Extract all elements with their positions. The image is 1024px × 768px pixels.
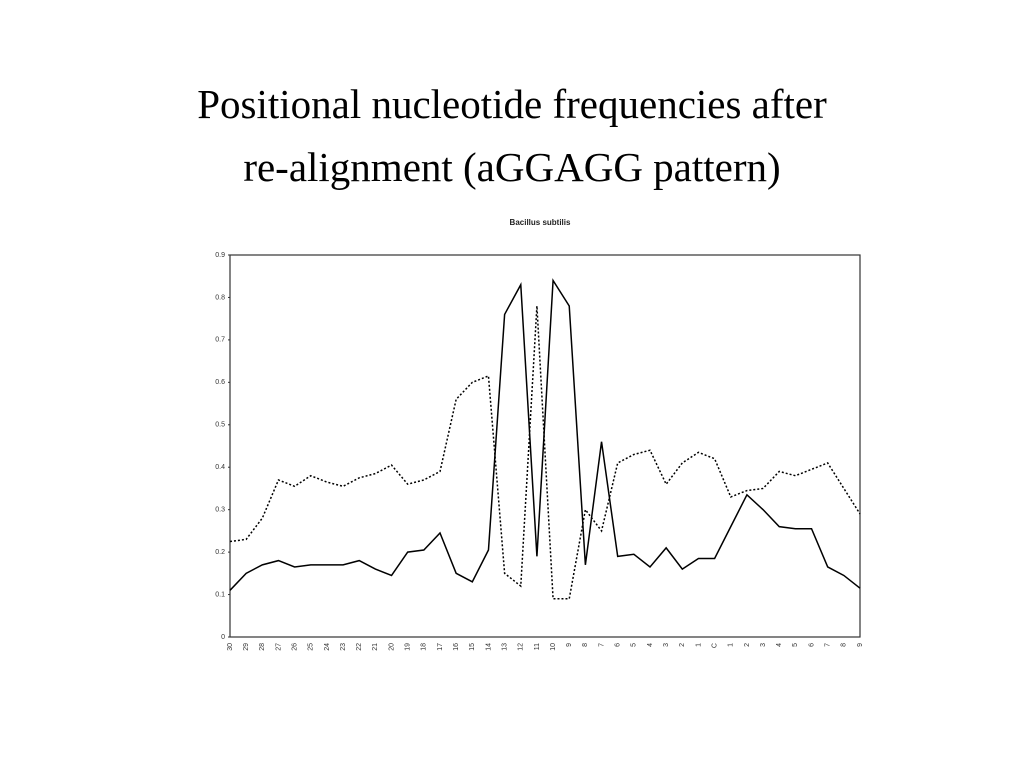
x-tick-label: 20 bbox=[388, 643, 395, 651]
x-tick-label: 30 bbox=[227, 643, 234, 651]
slide-title: Positional nucleotide frequencies after bbox=[197, 81, 827, 127]
line-series bbox=[229, 278, 861, 591]
x-tick-label: 14 bbox=[485, 643, 492, 651]
y-tick-label: 0.9 bbox=[215, 252, 225, 259]
x-tick-label: 8 bbox=[841, 643, 848, 647]
x-tick-label: 28 bbox=[259, 643, 266, 651]
x-tick-label: 26 bbox=[291, 643, 298, 651]
x-tick-label: 25 bbox=[308, 643, 315, 651]
x-tick-label: 6 bbox=[808, 643, 815, 647]
y-tick-label: 0.5 bbox=[215, 422, 225, 429]
plot-frame bbox=[229, 254, 861, 638]
x-tick-label: 5 bbox=[631, 643, 638, 647]
slide-title: re-alignment (aGGAGG pattern) bbox=[243, 144, 780, 190]
x-tick-label: 7 bbox=[598, 643, 605, 647]
x-tick-label: 21 bbox=[372, 643, 379, 651]
x-tick-label: 1 bbox=[695, 643, 702, 647]
x-tick-label: 6 bbox=[615, 643, 622, 647]
x-tick-label: 10 bbox=[550, 643, 557, 651]
x-tick-label: 16 bbox=[453, 643, 460, 651]
y-tick-label: 0.3 bbox=[215, 507, 225, 514]
y-tick-label: 0 bbox=[221, 634, 225, 641]
y-tick-label: 0.2 bbox=[215, 549, 225, 556]
y-tick-label: 0.8 bbox=[215, 294, 225, 301]
x-tick-label: 13 bbox=[501, 643, 508, 651]
x-tick-label: 8 bbox=[582, 643, 589, 647]
x-tick-label: 2 bbox=[679, 643, 686, 647]
x-tick-label: 3 bbox=[760, 643, 767, 647]
x-tick-label: 27 bbox=[275, 643, 282, 651]
x-tick-label: 23 bbox=[340, 643, 347, 651]
x-tick-label: 5 bbox=[792, 643, 799, 647]
x-tick-label: 24 bbox=[324, 643, 331, 651]
x-tick-label: 19 bbox=[405, 643, 412, 651]
x-tick-label: 4 bbox=[647, 643, 654, 647]
y-tick-label: 0.6 bbox=[215, 379, 225, 386]
x-tick-label: 15 bbox=[469, 643, 476, 651]
x-tick-label: 11 bbox=[534, 643, 541, 650]
x-tick-label: 12 bbox=[518, 643, 525, 651]
x-tick-label: 9 bbox=[857, 643, 864, 647]
x-tick-label: 3 bbox=[663, 643, 670, 647]
y-tick-label: 0.4 bbox=[215, 464, 225, 471]
x-tick-label: C bbox=[711, 643, 718, 648]
line-series bbox=[229, 305, 861, 600]
x-tick-label: 22 bbox=[356, 643, 363, 651]
y-tick-label: 0.7 bbox=[215, 337, 225, 344]
x-tick-label: 1 bbox=[728, 643, 735, 647]
x-tick-label: 7 bbox=[825, 643, 832, 647]
x-tick-label: 2 bbox=[744, 643, 751, 647]
x-tick-label: 4 bbox=[776, 643, 783, 647]
x-tick-label: 29 bbox=[243, 643, 250, 651]
x-tick-label: 17 bbox=[437, 643, 444, 651]
chart-subtitle: Bacillus subtilis bbox=[510, 218, 571, 227]
y-tick-label: 0.1 bbox=[215, 591, 225, 598]
x-tick-label: 18 bbox=[421, 643, 428, 651]
x-tick-label: 9 bbox=[566, 643, 573, 647]
